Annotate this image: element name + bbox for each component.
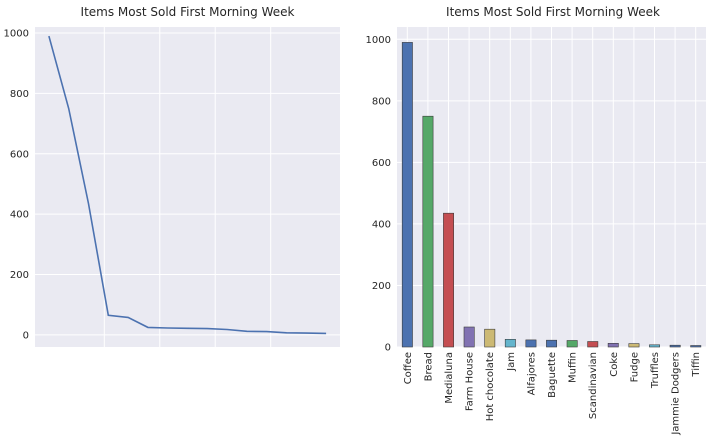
bar-coffee xyxy=(401,42,413,348)
line-chart-title: Items Most Sold First Morning Week xyxy=(81,5,295,19)
bar-y-tick-label: 800 xyxy=(372,96,391,107)
bar-y-tick-label: 600 xyxy=(372,158,391,169)
bar-scandinavian xyxy=(587,341,599,348)
bar-x-tick-label: Baguette xyxy=(547,352,558,398)
bar-x-tick-label: Farm House xyxy=(465,352,476,411)
bar-x-tick-label: Fudge xyxy=(629,352,640,382)
bar-jammie-dodgers xyxy=(669,344,681,348)
bar-y-tick-label: 1000 xyxy=(366,35,391,46)
bar-x-tick-label: Bread xyxy=(423,352,434,381)
bar-baguette xyxy=(546,339,558,348)
bar-hot-chocolate xyxy=(484,328,496,348)
line-y-tick-label: 0 xyxy=(23,330,29,341)
bar-coke xyxy=(607,342,619,348)
bar-tiffin xyxy=(690,345,702,348)
bar-x-tick-label: Muffin xyxy=(568,352,579,383)
bar-truffles xyxy=(649,344,661,348)
bar-x-tick-label: Truffles xyxy=(650,352,661,389)
bar-x-gridlines xyxy=(406,27,697,347)
bar-x-tick-label: Coffee xyxy=(403,352,414,384)
bar-x-tick-label: Scandinavian xyxy=(588,352,599,419)
bar-x-tick-labels: Coffee Bread Medialuna Farm House Hot chocol… xyxy=(403,352,702,436)
line-y-tick-label: 600 xyxy=(10,149,29,160)
bar-jam xyxy=(504,338,516,348)
bar-y-tick-label: 0 xyxy=(385,343,391,354)
line-y-tick-label: 400 xyxy=(10,210,29,221)
bars xyxy=(401,42,702,348)
line-y-gridlines xyxy=(35,32,340,336)
bar-y-tick-label: 400 xyxy=(372,219,391,230)
bar-y-tick-labels: 0 200 400 600 800 1000 xyxy=(366,35,391,354)
line-y-tick-label: 1000 xyxy=(4,29,29,40)
bar-bread xyxy=(422,115,434,348)
line-y-tick-labels: 0 200 400 600 800 1000 xyxy=(4,29,29,342)
bar-muffin xyxy=(566,340,578,348)
bar-farm-house xyxy=(463,326,475,348)
line-chart: 0 200 400 600 800 1000 Items Most Sold First … xyxy=(4,5,340,347)
line-plot-area xyxy=(35,27,340,347)
bar-x-tick-label: Tiffin xyxy=(691,352,702,378)
line-y-tick-label: 800 xyxy=(10,89,29,100)
bar-x-tick-label: Coke xyxy=(609,352,620,377)
bar-medialuna xyxy=(443,212,454,348)
bar-alfajores xyxy=(525,339,537,348)
bar-x-tick-label: Jam xyxy=(506,352,517,372)
bar-x-tick-label: Alfajores xyxy=(526,352,537,395)
line-y-tick-label: 200 xyxy=(10,270,29,281)
bar-y-tick-label: 200 xyxy=(372,281,391,292)
bar-fudge xyxy=(628,343,640,348)
line-series xyxy=(48,35,327,335)
bar-x-tick-label: Jammie Dodgers xyxy=(671,352,682,436)
bar-x-tick-label: Hot chocolate xyxy=(485,352,496,421)
bar-x-tick-label: Medialuna xyxy=(444,352,455,404)
bar-chart: 0 200 400 600 800 1000 Coffee Bread Medialuna Fa… xyxy=(366,5,706,436)
bar-chart-title: Items Most Sold First Morning Week xyxy=(446,5,660,19)
